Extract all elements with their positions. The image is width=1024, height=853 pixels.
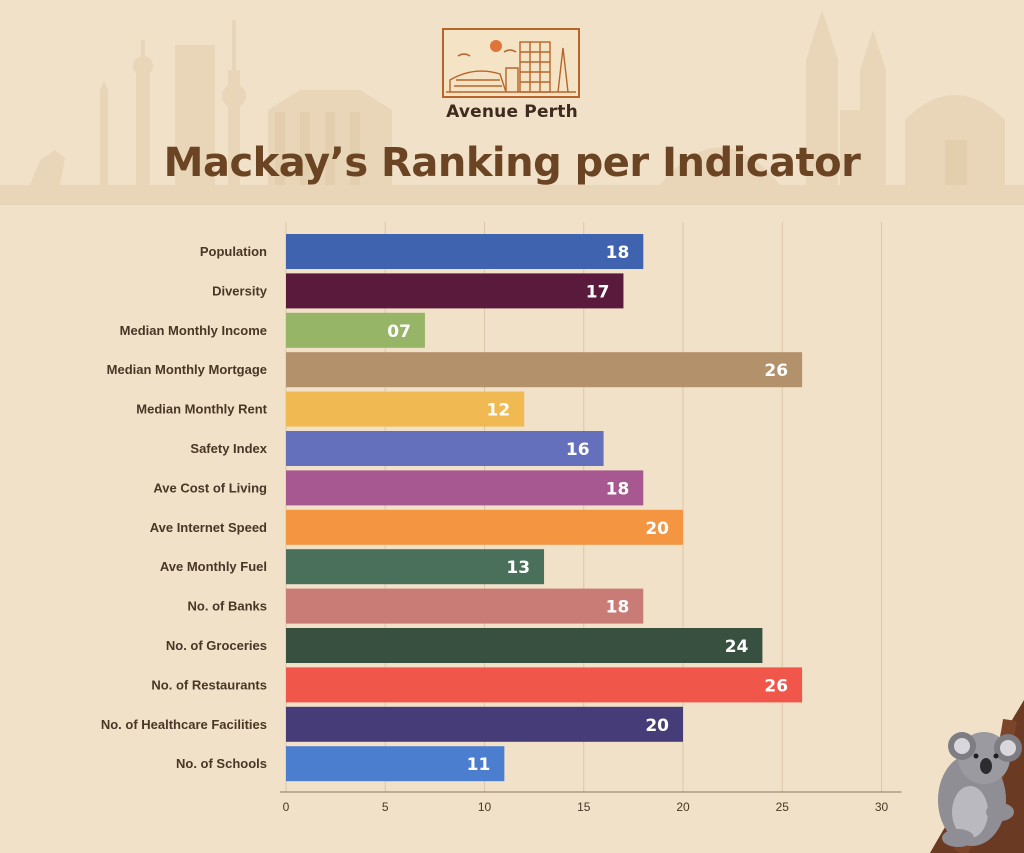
x-tick-label: 10 (478, 800, 492, 814)
value-label: 26 (764, 676, 788, 696)
bar (286, 470, 644, 506)
category-label: No. of Banks (188, 599, 267, 614)
bar (286, 549, 545, 585)
value-label: 18 (606, 243, 630, 263)
value-label: 20 (645, 716, 669, 736)
category-label: Ave Cost of Living (153, 480, 267, 495)
value-label: 26 (764, 361, 788, 381)
bar (286, 273, 624, 309)
bar (286, 706, 683, 742)
value-label: 17 (586, 282, 610, 302)
brand-name: Avenue Perth (446, 102, 578, 122)
category-label: No. of Restaurants (151, 677, 267, 692)
category-label: Diversity (212, 283, 268, 298)
chart-title: Mackay’s Ranking per Indicator (163, 140, 861, 186)
value-label: 18 (606, 479, 630, 499)
category-label: Median Monthly Mortgage (107, 362, 267, 377)
category-label: Population (200, 244, 267, 259)
value-label: 18 (606, 598, 630, 618)
category-label: Median Monthly Rent (136, 402, 267, 417)
skyline-background (0, 10, 1024, 205)
category-label: No. of Groceries (166, 638, 267, 653)
x-tick-label: 20 (676, 800, 690, 814)
x-tick-label: 15 (577, 800, 591, 814)
bar (286, 509, 683, 545)
value-label: 20 (645, 519, 669, 539)
value-label: 07 (387, 322, 411, 342)
bar (286, 746, 505, 782)
category-label: Safety Index (190, 441, 267, 456)
x-axis: 0 5 10 15 20 25 30 (280, 791, 902, 814)
x-tick-label: 0 (283, 800, 290, 814)
bar (286, 312, 425, 348)
category-label: No. of Schools (176, 756, 267, 771)
value-label: 24 (725, 637, 749, 657)
brand-logo: Avenue Perth (440, 28, 584, 124)
category-labels: Population Diversity Median Monthly Income… (101, 244, 268, 771)
category-label: No. of Healthcare Facilities (101, 717, 267, 732)
value-label: 13 (506, 558, 530, 578)
value-labels: 18 17 07 26 12 16 18 20 13 18 24 26 20 11 (387, 243, 788, 775)
bar (286, 667, 803, 703)
value-label: 12 (487, 401, 511, 421)
x-tick-label: 5 (382, 800, 389, 814)
bar (286, 588, 644, 624)
category-label: Ave Monthly Fuel (160, 559, 267, 574)
bar (286, 352, 803, 388)
bars (286, 234, 803, 782)
value-label: 16 (566, 440, 590, 460)
city-sketch-icon (446, 40, 576, 93)
bar (286, 234, 644, 269)
category-label: Median Monthly Income (120, 323, 267, 338)
value-label: 11 (467, 755, 491, 775)
bar (286, 628, 763, 663)
x-tick-label: 25 (776, 800, 790, 814)
bar (286, 391, 525, 427)
x-tick-label: 30 (875, 800, 889, 814)
bar (286, 431, 604, 466)
category-label: Ave Internet Speed (150, 520, 267, 535)
logo-illustration (442, 28, 580, 98)
